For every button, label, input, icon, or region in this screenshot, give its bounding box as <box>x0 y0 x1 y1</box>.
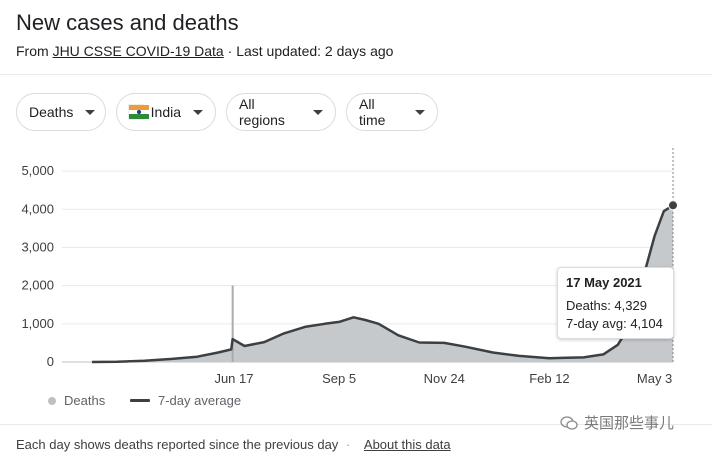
header-divider <box>0 74 712 75</box>
legend-daily-label: Deaths <box>64 393 106 408</box>
region-dropdown-label: All regions <box>239 96 285 128</box>
metric-dropdown[interactable]: Deaths <box>16 93 106 131</box>
x-tick-label: Nov 24 <box>424 371 465 386</box>
chevron-down-icon <box>313 109 323 115</box>
source-separator: · <box>227 43 233 59</box>
legend-daily[interactable]: Deaths <box>48 393 105 408</box>
page-title: New cases and deaths <box>16 10 239 35</box>
seven-day-average-path <box>91 204 674 364</box>
x-tick-label: Jun 17 <box>214 371 253 386</box>
chevron-down-icon <box>193 109 203 115</box>
y-tick-label: 0 <box>47 354 54 369</box>
deaths-chart[interactable]: 0 1,000 2,000 3,000 4,000 5,000 Jun 17 Sep 5 No… <box>0 140 712 388</box>
y-tick-label: 2,000 <box>21 278 54 293</box>
y-tick-label: 4,000 <box>21 201 54 216</box>
last-updated: Last updated: 2 days ago <box>236 43 394 59</box>
time-range-dropdown-label: All time <box>359 96 386 128</box>
hover-point <box>668 200 678 211</box>
y-axis-labels: 0 1,000 2,000 3,000 4,000 5,000 <box>21 163 54 369</box>
daily-deaths-area <box>92 205 673 362</box>
footer: Each day shows deaths reported since the… <box>16 437 451 452</box>
about-data-link[interactable]: About this data <box>363 437 451 452</box>
legend-average-label: 7-day average <box>158 393 242 408</box>
x-axis-labels: Jun 17 Sep 5 Nov 24 Feb 12 May 3 <box>214 371 672 386</box>
chevron-down-icon <box>415 109 425 115</box>
source-link[interactable]: JHU CSSE COVID-19 Data <box>52 43 224 59</box>
chevron-down-icon <box>85 109 96 115</box>
legend-average[interactable]: 7-day average <box>130 393 241 408</box>
watermark: 英国那些事儿 <box>560 412 674 433</box>
seven-day-average-line <box>91 204 674 364</box>
footer-divider <box>0 424 712 425</box>
x-tick-label: Feb 12 <box>529 371 569 386</box>
y-tick-label: 3,000 <box>21 239 54 254</box>
india-flag-icon <box>129 105 149 119</box>
hover-marker <box>668 148 678 362</box>
tooltip-deaths: Deaths: 4,329 <box>566 298 647 313</box>
footer-separator: · <box>345 437 351 452</box>
tooltip-average: 7-day avg: 4,104 <box>566 316 663 331</box>
y-tick-label: 5,000 <box>21 163 54 178</box>
country-dropdown[interactable]: India <box>116 93 216 131</box>
watermark-text: 英国那些事儿 <box>584 414 675 432</box>
x-tick-label: May 3 <box>637 371 672 386</box>
y-tick-label: 1,000 <box>21 316 54 331</box>
tooltip-date: 17 May 2021 <box>566 275 642 290</box>
country-dropdown-label: India <box>150 104 181 120</box>
metric-dropdown-label: Deaths <box>29 104 74 120</box>
chart-tooltip: 17 May 2021 Deaths: 4,329 7-day avg: 4,1… <box>557 267 674 339</box>
source-prefix: From <box>16 43 49 59</box>
legend-dot-icon <box>48 396 56 405</box>
source-line: From JHU CSSE COVID-19 Data · Last updat… <box>16 43 393 59</box>
time-range-dropdown[interactable]: All time <box>346 93 438 131</box>
x-tick-label: Sep 5 <box>322 371 356 386</box>
footer-note: Each day shows deaths reported since the… <box>16 437 339 452</box>
region-dropdown[interactable]: All regions <box>226 93 336 131</box>
wechat-icon <box>560 415 578 430</box>
legend-line-icon <box>130 399 150 402</box>
daily-deaths-area-shape <box>92 205 673 362</box>
